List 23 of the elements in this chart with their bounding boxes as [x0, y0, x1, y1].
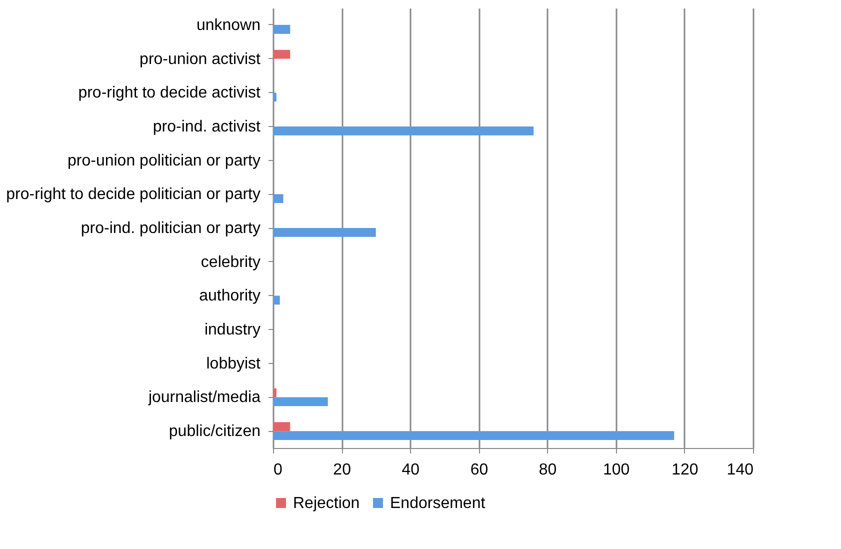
- y-tick-label: industry: [204, 322, 260, 339]
- y-tick-label: lobbyist: [206, 355, 262, 372]
- y-tick-label: pro-union politician or party: [68, 152, 260, 170]
- x-tick-label: 40: [402, 462, 420, 478]
- legend-label: Endorsement: [390, 495, 486, 512]
- y-tick-label: pro-right to decide activist: [78, 84, 262, 102]
- y-tick-label: unknown: [196, 16, 260, 34]
- x-tick-label: 140: [726, 462, 754, 478]
- x-tick-label: 100: [603, 462, 630, 478]
- y-tick-label: journalist/media: [147, 389, 261, 406]
- y-tick-label: pro-right to decide politician or party: [6, 186, 260, 204]
- y-tick-label: pro-union activist: [140, 50, 262, 68]
- y-tick-label: pro-ind. activist: [152, 118, 262, 136]
- y-tick-label: authority: [199, 288, 260, 305]
- y-tick-label: pro-ind. politician or party: [80, 220, 260, 237]
- x-tick-label: 80: [538, 462, 557, 478]
- legend-label: Rejection: [293, 495, 360, 512]
- y-tick-label: celebrity: [200, 254, 260, 271]
- x-tick-label: 0: [274, 462, 282, 478]
- x-tick-label: 20: [333, 462, 352, 478]
- x-tick-label: 60: [470, 462, 488, 478]
- y-tick-label: public/citizen: [168, 423, 260, 440]
- x-tick-label: 120: [672, 462, 698, 478]
